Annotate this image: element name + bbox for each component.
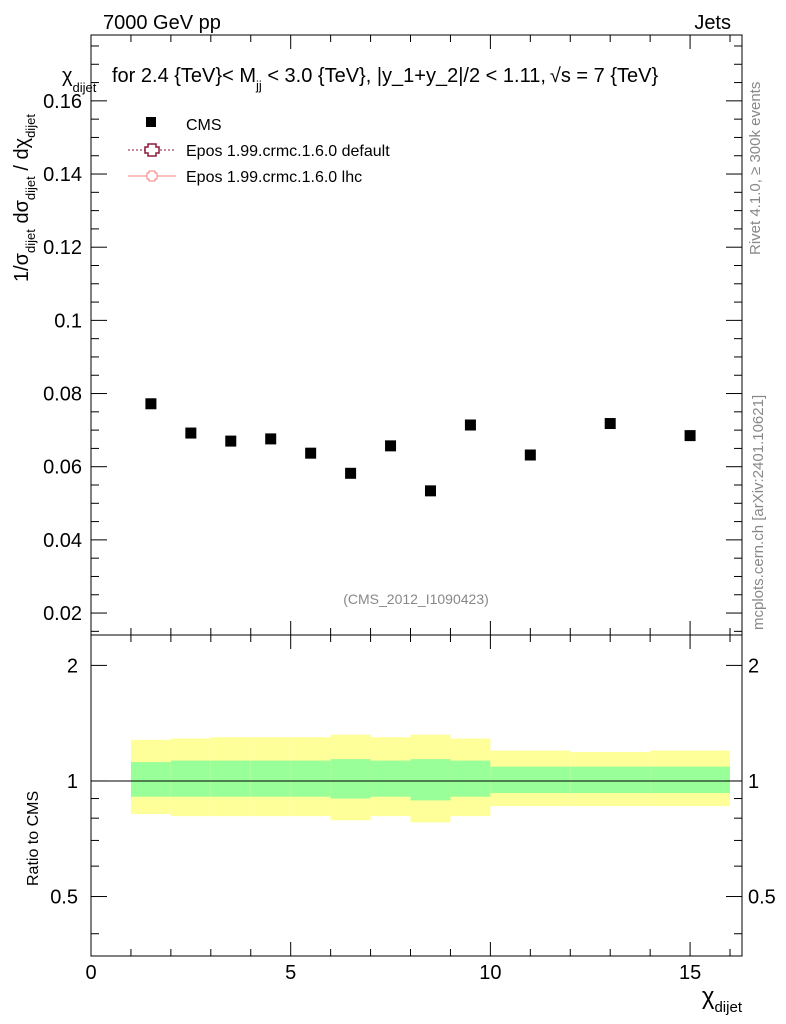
analysis-id-watermark: (CMS_2012_I1090423)	[343, 591, 489, 607]
ratio-y-tick-label-right-0: 0.5	[748, 887, 776, 909]
ratio-y-tick-label-left-2: 2	[67, 655, 78, 677]
x-tick-label-0: 0	[85, 962, 96, 984]
x-axis-label: χdijet	[702, 983, 743, 1016]
ratio-band-inner-6	[370, 760, 411, 797]
ratio-band-inner-11	[650, 766, 731, 794]
data-point-9	[524, 449, 536, 461]
x-tick-label-3: 15	[679, 962, 701, 984]
data-point-3	[265, 433, 277, 445]
ratio-band-inner-2	[210, 760, 251, 797]
legend-label-epos-default: Epos 1.99.crmc.1.6.0 default	[186, 143, 390, 160]
main-y-axis-label: 1/σdijet dσdijet / dχdijet	[11, 114, 38, 282]
ratio-band-inner-4	[290, 760, 331, 797]
beam-label: 7000 GeV pp	[103, 12, 221, 34]
plot-title: for 2.4 {TeV}< Mjj < 3.0 {TeV}, |y_1+y_2…	[112, 65, 658, 93]
data-point-4	[305, 447, 317, 459]
legend: CMS Epos 1.99.crmc.1.6.0 default Epos 1.…	[128, 117, 390, 186]
main-y-tick-label-2: 0.06	[43, 457, 82, 479]
mcplots-label: mcplots.cern.ch [arXiv:2401.10621]	[750, 395, 767, 630]
data-point-7	[424, 485, 436, 497]
ratio-uncertainty-bands	[130, 734, 731, 823]
ratio-band-inner-8	[450, 760, 491, 797]
x-tick-label-1: 5	[285, 962, 296, 984]
legend-label-epos-lhc: Epos 1.99.crmc.1.6.0 lhc	[186, 169, 362, 186]
cms-data-markers	[145, 398, 696, 497]
main-y-tick-label-4: 0.1	[54, 310, 82, 332]
ratio-y-tick-label-left-1: 1	[67, 771, 78, 793]
ratio-panel-frame	[90, 634, 743, 957]
ratio-band-inner-7	[410, 759, 451, 801]
main-y-tick-label-6: 0.14	[43, 164, 82, 186]
data-point-2	[225, 435, 237, 447]
legend-marker-epos-default	[128, 143, 176, 157]
data-point-8	[464, 419, 476, 431]
ratio-band-inner-9	[490, 766, 571, 794]
main-y-axis-chi: χdijet	[62, 65, 97, 95]
main-y-tick-label-5: 0.12	[43, 237, 82, 259]
data-point-11	[684, 430, 696, 442]
data-point-10	[604, 418, 616, 430]
data-point-0	[145, 398, 157, 410]
ratio-band-inner-3	[250, 760, 291, 797]
data-point-6	[385, 440, 397, 452]
ratio-y-tick-label-right-2: 2	[748, 655, 759, 677]
ratio-y-tick-label-left-0: 0.5	[50, 887, 78, 909]
x-tick-label-2: 10	[479, 962, 501, 984]
ratio-band-inner-10	[570, 766, 651, 794]
legend-label-cms: CMS	[186, 117, 222, 134]
main-y-tick-label-3: 0.08	[43, 384, 82, 406]
main-y-tick-label-1: 0.04	[43, 530, 82, 552]
ratio-y-axis-label: Ratio to CMS	[25, 791, 42, 886]
ratio-y-tick-label-right-1: 1	[748, 771, 759, 793]
legend-marker-cms	[146, 117, 156, 127]
main-y-tick-label-7: 0.16	[43, 91, 82, 113]
data-point-5	[345, 467, 357, 479]
process-label: Jets	[694, 12, 731, 34]
ratio-band-inner-1	[170, 760, 211, 797]
main-y-tick-label-0: 0.02	[43, 603, 82, 625]
legend-marker-epos-lhc	[128, 170, 176, 182]
axis-tick-labels: 0 5 10 15 0.02 0.04 0.06 0.08 0.1 0.12 0.14 0.16 0.5…	[43, 91, 776, 984]
ratio-band-inner-0	[130, 762, 171, 797]
axis-ticks	[90, 35, 742, 956]
rivet-version-label: Rivet 4.1.0, ≥ 300k events	[747, 82, 764, 255]
data-point-1	[185, 427, 197, 439]
ratio-band-inner-5	[330, 759, 371, 799]
